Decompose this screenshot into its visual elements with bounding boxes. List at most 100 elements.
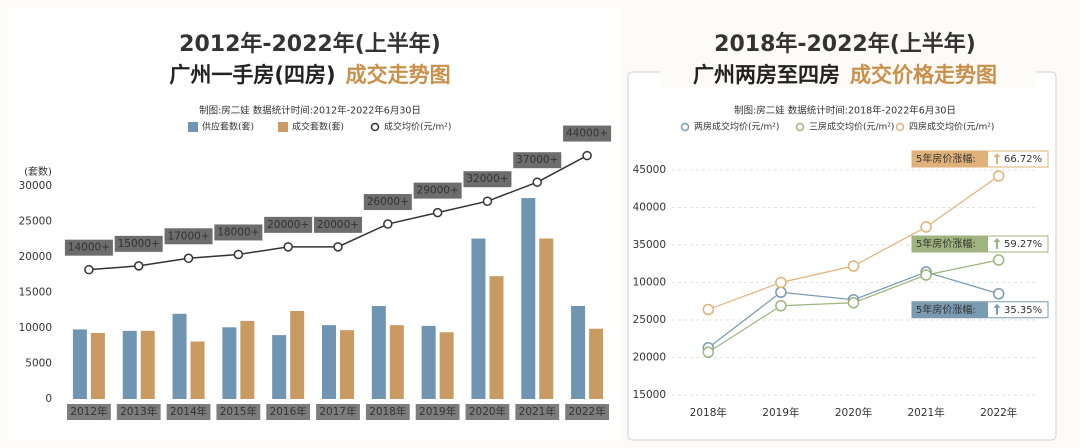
annotation-arrow [993, 153, 1001, 164]
x-tick-label: 2021年 [907, 406, 944, 419]
legend-swatch [895, 122, 905, 132]
value-label: 32000+ [466, 173, 508, 185]
bar [122, 330, 137, 399]
x-tick-box [67, 404, 111, 420]
y-tick-label: 35000 [633, 239, 666, 251]
value-label-box [214, 224, 263, 241]
annotation-label: 5年房价涨幅: [916, 237, 976, 250]
x-tick-label: 2019年 [419, 405, 456, 418]
annotation-tag [912, 151, 988, 167]
chart-heading: 广州两房至四房 成交价格走势图 [693, 63, 997, 87]
legend-label: 成交套数(套) [292, 121, 344, 133]
point [775, 276, 787, 289]
point [183, 253, 194, 264]
value-label-box [363, 194, 412, 211]
point [920, 269, 932, 281]
legend-label: 成交均价(元/m²) [384, 121, 451, 133]
annotation-tag [912, 236, 988, 252]
bar [172, 313, 187, 399]
legend-label: 四房成交均价(元/m²) [909, 121, 994, 133]
value-label: 15000+ [118, 238, 160, 250]
point [482, 196, 493, 206]
chart-subtitle: 制图:房二娃 数据统计时间:2012年-2022年6月30日 [199, 105, 421, 117]
value-label: 29000+ [417, 185, 459, 197]
bar [471, 238, 486, 399]
bar [521, 198, 536, 399]
bar [340, 330, 354, 399]
heading-highlight: 成交走势图 [346, 63, 451, 87]
heading-main: 广州一手房(四房) [169, 63, 335, 87]
x-tick-label: 2019年 [762, 406, 799, 419]
bar [589, 328, 604, 399]
point [532, 177, 543, 187]
x-tick-box [216, 404, 261, 420]
x-tick-label: 2015年 [220, 405, 257, 418]
bar [190, 341, 205, 399]
legend-swatch [795, 122, 805, 132]
bar [240, 320, 255, 399]
y-tick-label: 40000 [633, 202, 666, 214]
annotation-value: 66.72% [1004, 154, 1042, 165]
y-tick-label: 0 [45, 393, 52, 405]
point [333, 242, 343, 252]
value-label-box [563, 125, 612, 142]
bar [290, 310, 305, 399]
point [702, 303, 715, 316]
heading-main: 广州两房至四房 [693, 63, 840, 87]
bar [72, 329, 87, 399]
annotation-label: 5年房价涨幅: [916, 303, 976, 316]
value-label-box [463, 171, 512, 188]
bar [371, 305, 386, 399]
y-tick-label: 5000 [25, 358, 52, 370]
legend-swatch [188, 122, 198, 132]
value-label: 14000+ [68, 242, 110, 254]
point [383, 219, 393, 229]
y-tick-label: 20000 [19, 251, 52, 263]
bar [90, 332, 105, 399]
legend-swatch [680, 122, 690, 132]
y-tick-label: 15000 [19, 287, 52, 299]
value-label-box [164, 228, 213, 245]
x-tick-label: 2018年 [690, 406, 727, 419]
y-tick-label: 10000 [633, 277, 666, 289]
point [847, 297, 860, 309]
bar [489, 276, 504, 399]
point [992, 254, 1005, 266]
chart-title: 2012年-2022年(上半年) [179, 31, 441, 57]
bar [421, 325, 436, 399]
x-tick-box [515, 404, 560, 420]
annotation-value: 35.35% [1004, 305, 1042, 316]
bar [322, 325, 336, 399]
chart-title: 2018年-2022年(上半年) [714, 31, 976, 57]
x-tick-box [465, 404, 510, 420]
point [920, 221, 932, 233]
value-label-box [314, 216, 362, 233]
bar [222, 327, 237, 399]
point [582, 150, 592, 161]
legend-label: 三房成交均价(元/m²) [809, 121, 894, 133]
y-tick-label: 10000 [19, 322, 52, 334]
value-label-box [513, 152, 562, 169]
value-label: 44000+ [566, 128, 608, 140]
y-axis-label: (套数) [24, 165, 52, 178]
value-label-box [413, 182, 462, 199]
point [847, 260, 860, 272]
x-tick-label: 2013年 [120, 405, 157, 418]
x-tick-box [415, 404, 460, 420]
x-tick-box [166, 404, 211, 420]
point [133, 261, 144, 271]
x-tick-box [266, 404, 311, 420]
value-label: 37000+ [516, 154, 558, 166]
y-tick-label: 15000 [633, 389, 666, 401]
x-tick-label: 2020年 [835, 406, 872, 419]
bar [571, 305, 586, 399]
legend-label: 两房成交均价(元/m²) [694, 121, 779, 133]
x-tick-label: 2014年 [170, 405, 207, 418]
x-tick-box [565, 404, 609, 420]
y-tick-label: 30000 [19, 180, 52, 192]
point [992, 170, 1005, 182]
x-tick-box [365, 404, 410, 420]
y-tick-label: 25000 [19, 216, 52, 228]
chart-subtitle: 制图:房二娃 数据统计时间:2018年-2022年6月30日 [734, 105, 956, 117]
heading-highlight: 成交价格走势图 [850, 63, 997, 87]
